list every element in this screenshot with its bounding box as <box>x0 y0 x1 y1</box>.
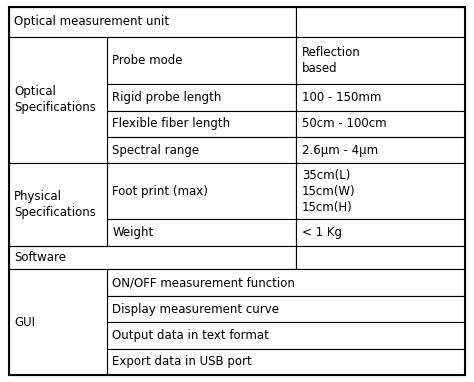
Text: GUI: GUI <box>14 316 35 329</box>
Bar <box>296 219 465 246</box>
Text: Weight: Weight <box>112 226 154 239</box>
Bar <box>107 137 296 163</box>
Text: Output data in text format: Output data in text format <box>112 329 269 342</box>
Text: Software: Software <box>14 251 66 264</box>
Text: Display measurement curve: Display measurement curve <box>112 303 280 316</box>
Bar <box>107 84 296 110</box>
Bar <box>296 137 465 163</box>
Text: Flexible fiber length: Flexible fiber length <box>112 117 230 130</box>
Bar <box>9 163 107 246</box>
Text: 100 - 150mm: 100 - 150mm <box>302 91 382 104</box>
Bar <box>296 7 465 37</box>
Text: Reflection
based: Reflection based <box>302 46 361 75</box>
Text: 2.6μm - 4μm: 2.6μm - 4μm <box>302 144 378 157</box>
Bar <box>296 163 465 219</box>
Bar <box>107 296 465 322</box>
Bar <box>107 219 296 246</box>
Text: < 1 Kg: < 1 Kg <box>302 226 342 239</box>
Bar <box>296 37 465 84</box>
Text: 50cm - 100cm: 50cm - 100cm <box>302 117 387 130</box>
Bar <box>296 110 465 137</box>
Text: Optical measurement unit: Optical measurement unit <box>14 15 169 28</box>
Text: ON/OFF measurement function: ON/OFF measurement function <box>112 276 295 289</box>
Bar <box>9 7 296 37</box>
Bar <box>107 37 296 84</box>
Text: Optical
Specifications: Optical Specifications <box>14 86 96 115</box>
Bar <box>107 269 465 296</box>
Bar <box>9 37 107 163</box>
Bar <box>107 110 296 137</box>
Text: Foot print (max): Foot print (max) <box>112 185 209 198</box>
Text: Export data in USB port: Export data in USB port <box>112 355 252 368</box>
Text: 35cm(L)
15cm(W)
15cm(H): 35cm(L) 15cm(W) 15cm(H) <box>302 169 356 214</box>
Bar <box>9 269 107 375</box>
Bar <box>107 349 465 375</box>
Text: Probe mode: Probe mode <box>112 54 183 67</box>
Text: Physical
Specifications: Physical Specifications <box>14 190 96 219</box>
Bar <box>107 322 465 349</box>
Text: Rigid probe length: Rigid probe length <box>112 91 222 104</box>
Bar <box>296 84 465 110</box>
Bar <box>296 246 465 269</box>
Text: Spectral range: Spectral range <box>112 144 200 157</box>
Bar <box>107 163 296 219</box>
Bar <box>9 246 296 269</box>
